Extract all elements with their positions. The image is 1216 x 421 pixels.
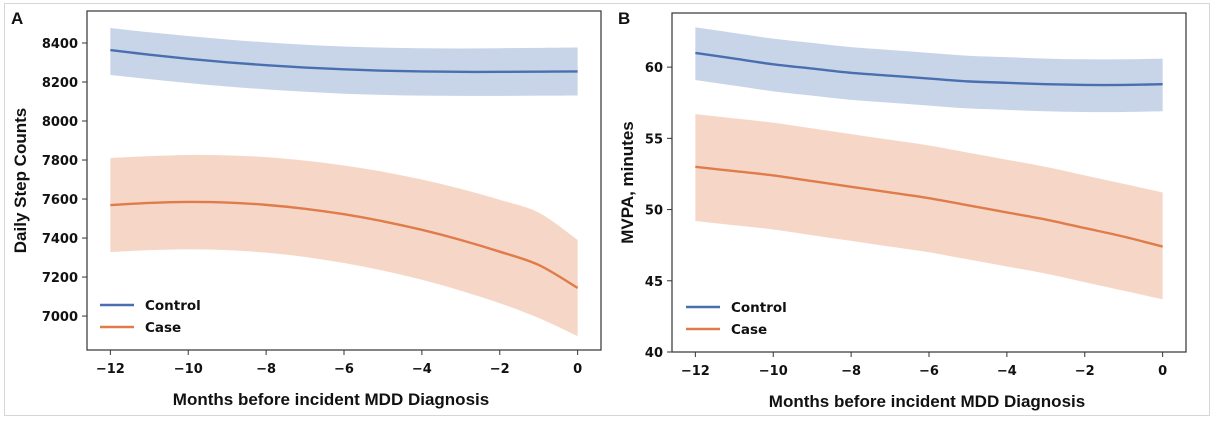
panel-b-legend: Control Case — [686, 300, 787, 338]
x-tick-label: −8 — [256, 362, 276, 377]
panel-b-y-axis-label: MVPA, minutes — [618, 121, 637, 243]
x-tick-label: −6 — [334, 362, 354, 377]
panel-a-y-ticks: 7000 7200 7400 7600 7800 8000 8200 8400 — [42, 37, 87, 325]
x-tick-label: −4 — [997, 364, 1017, 379]
x-tick-label: −2 — [1075, 364, 1095, 379]
legend-label-case: Case — [731, 322, 767, 338]
panel-b-lines — [695, 51, 1163, 248]
panel-b-x-ticks: −12 −10 −8 −6 −4 −2 0 — [681, 352, 1167, 379]
panel-a-bands — [110, 27, 578, 337]
legend-label-case: Case — [145, 320, 181, 336]
case-confidence-band — [110, 154, 578, 337]
y-tick-label: 8000 — [42, 115, 78, 130]
y-tick-label: 60 — [645, 61, 663, 76]
y-tick-label: 40 — [645, 346, 663, 361]
x-tick-label: −6 — [919, 364, 939, 379]
control-trend-line — [110, 48, 578, 74]
x-tick-label: 0 — [573, 362, 582, 377]
y-tick-label: 8400 — [42, 37, 78, 52]
y-tick-label: 7200 — [42, 271, 78, 286]
case-confidence-band — [695, 114, 1163, 300]
panel-label-b: B — [618, 9, 630, 28]
panel-b: B 40 45 50 55 60 −12 −10 −8 −6 −4 −2 0 Months befo… — [618, 9, 1187, 411]
panel-b-y-ticks: 40 45 50 55 60 — [645, 61, 672, 361]
x-tick-label: −12 — [96, 362, 125, 377]
case-trend-line — [110, 200, 579, 290]
legend-label-control: Control — [731, 300, 787, 316]
control-trend-line — [695, 51, 1163, 87]
panel-b-bands — [695, 27, 1163, 300]
panel-label-a: A — [11, 9, 23, 28]
panel-a-legend: Control Case — [100, 298, 201, 336]
y-tick-label: 55 — [645, 132, 663, 147]
x-tick-label: −10 — [759, 364, 788, 379]
x-tick-label: −12 — [681, 364, 710, 379]
y-tick-label: 50 — [645, 204, 663, 219]
x-tick-label: 0 — [1158, 364, 1167, 379]
y-tick-label: 7600 — [42, 193, 78, 208]
panel-b-x-axis-label: Months before incident MDD Diagnosis — [769, 392, 1085, 411]
y-tick-label: 7400 — [42, 232, 78, 247]
legend-label-control: Control — [145, 298, 201, 314]
panel-a-x-axis-label: Months before incident MDD Diagnosis — [173, 390, 489, 409]
control-confidence-band — [110, 27, 578, 96]
panel-a-x-ticks: −12 −10 −8 −6 −4 −2 0 — [96, 350, 582, 377]
x-tick-label: −4 — [412, 362, 432, 377]
panel-a-y-axis-label: Daily Step Counts — [11, 108, 30, 253]
panel-a-lines — [110, 48, 579, 290]
y-tick-label: 7000 — [42, 310, 78, 325]
y-tick-label: 45 — [645, 275, 663, 290]
x-tick-label: −8 — [841, 364, 861, 379]
case-trend-line — [695, 165, 1163, 248]
y-tick-label: 8200 — [42, 76, 78, 91]
control-confidence-band — [695, 27, 1163, 113]
x-tick-label: −10 — [174, 362, 203, 377]
y-tick-label: 7800 — [42, 154, 78, 169]
x-tick-label: −2 — [490, 362, 510, 377]
